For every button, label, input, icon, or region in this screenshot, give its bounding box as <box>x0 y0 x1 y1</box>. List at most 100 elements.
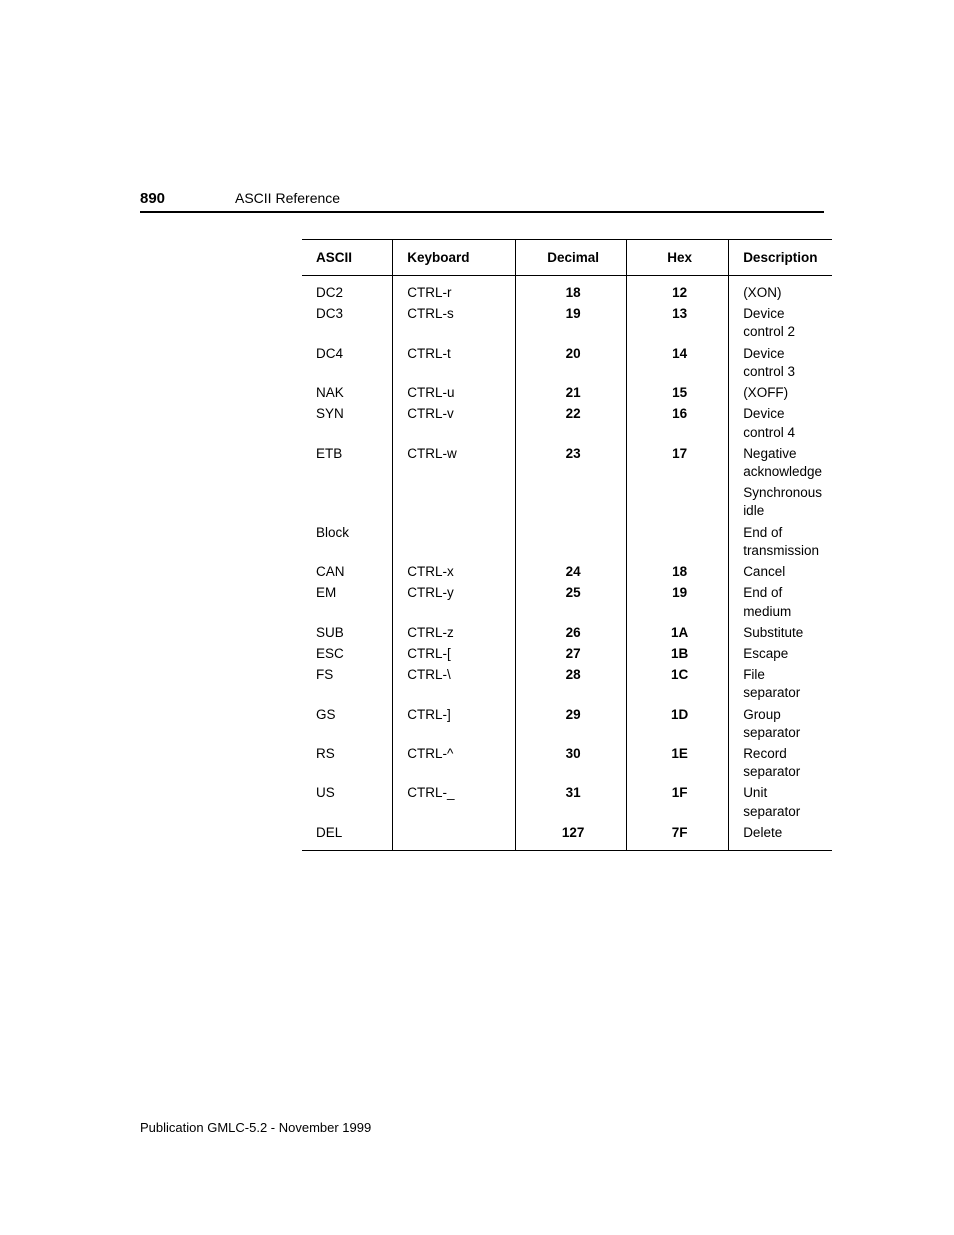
cell-keyboard: CTRL-v <box>393 404 516 443</box>
ascii-table: ASCII Keyboard Decimal Hex Description D… <box>302 239 832 851</box>
ascii-table-body: DC2CTRL-r1812(XON)DC3CTRL-s1913Device co… <box>302 276 832 851</box>
cell-decimal: 28 <box>516 665 627 704</box>
cell-hex: 1D <box>627 704 729 743</box>
cell-ascii: Block <box>302 522 393 561</box>
cell-decimal <box>516 522 627 561</box>
cell-decimal: 21 <box>516 383 627 404</box>
cell-hex <box>627 522 729 561</box>
col-header-hex: Hex <box>627 240 729 276</box>
cell-description: Escape <box>729 643 832 664</box>
cell-description: Cancel <box>729 562 832 583</box>
cell-ascii: SYN <box>302 404 393 443</box>
table-row: SUBCTRL-z261ASubstitute <box>302 622 832 643</box>
cell-description: Negative acknowledge <box>729 443 832 482</box>
cell-ascii <box>302 483 393 522</box>
cell-keyboard: CTRL-w <box>393 443 516 482</box>
cell-hex: 12 <box>627 276 729 304</box>
cell-decimal: 25 <box>516 583 627 622</box>
ascii-table-container: ASCII Keyboard Decimal Hex Description D… <box>302 239 832 851</box>
cell-description: Group separator <box>729 704 832 743</box>
table-row: Synchronous idle <box>302 483 832 522</box>
cell-description: Device control 2 <box>729 304 832 343</box>
cell-description: Record separator <box>729 744 832 783</box>
cell-description: (XOFF) <box>729 383 832 404</box>
cell-keyboard: CTRL-u <box>393 383 516 404</box>
cell-decimal: 30 <box>516 744 627 783</box>
cell-ascii: DEL <box>302 822 393 850</box>
cell-keyboard: CTRL-z <box>393 622 516 643</box>
cell-keyboard: CTRL-_ <box>393 783 516 822</box>
cell-hex: 1F <box>627 783 729 822</box>
cell-ascii: GS <box>302 704 393 743</box>
cell-decimal: 23 <box>516 443 627 482</box>
cell-hex: 14 <box>627 343 729 382</box>
cell-decimal: 127 <box>516 822 627 850</box>
cell-keyboard: CTRL-s <box>393 304 516 343</box>
cell-keyboard <box>393 822 516 850</box>
cell-decimal: 18 <box>516 276 627 304</box>
cell-ascii: ESC <box>302 643 393 664</box>
cell-ascii: NAK <box>302 383 393 404</box>
cell-hex: 13 <box>627 304 729 343</box>
cell-hex: 19 <box>627 583 729 622</box>
cell-keyboard <box>393 522 516 561</box>
cell-ascii: FS <box>302 665 393 704</box>
page-header: 890 ASCII Reference <box>140 190 824 213</box>
cell-decimal: 22 <box>516 404 627 443</box>
cell-ascii: RS <box>302 744 393 783</box>
section-title: ASCII Reference <box>235 190 340 206</box>
cell-ascii: EM <box>302 583 393 622</box>
table-row: EMCTRL-y2519End of medium <box>302 583 832 622</box>
cell-keyboard: CTRL-r <box>393 276 516 304</box>
cell-ascii: SUB <box>302 622 393 643</box>
col-header-keyboard: Keyboard <box>393 240 516 276</box>
cell-hex: 15 <box>627 383 729 404</box>
page-number: 890 <box>140 190 235 207</box>
cell-decimal: 24 <box>516 562 627 583</box>
cell-keyboard: CTRL-\ <box>393 665 516 704</box>
table-row: GSCTRL-]291DGroup separator <box>302 704 832 743</box>
page: 890 ASCII Reference ASCII Keyboard Decim… <box>0 0 954 1235</box>
table-row: DC4CTRL-t2014Device control 3 <box>302 343 832 382</box>
cell-keyboard: CTRL-^ <box>393 744 516 783</box>
cell-decimal: 27 <box>516 643 627 664</box>
cell-ascii: ETB <box>302 443 393 482</box>
cell-description: File separator <box>729 665 832 704</box>
cell-decimal <box>516 483 627 522</box>
table-row: Block End of transmission <box>302 522 832 561</box>
table-row: ESCCTRL-[271BEscape <box>302 643 832 664</box>
table-header-row: ASCII Keyboard Decimal Hex Description <box>302 240 832 276</box>
cell-description: End of medium <box>729 583 832 622</box>
cell-keyboard: CTRL-y <box>393 583 516 622</box>
col-header-description: Description <box>729 240 832 276</box>
cell-hex: 7F <box>627 822 729 850</box>
cell-hex: 16 <box>627 404 729 443</box>
cell-decimal: 29 <box>516 704 627 743</box>
cell-keyboard: CTRL-x <box>393 562 516 583</box>
cell-description: Unit separator <box>729 783 832 822</box>
cell-description: Delete <box>729 822 832 850</box>
cell-decimal: 26 <box>516 622 627 643</box>
cell-keyboard <box>393 483 516 522</box>
cell-description: End of transmission <box>729 522 832 561</box>
table-row: CANCTRL-x2418Cancel <box>302 562 832 583</box>
cell-decimal: 31 <box>516 783 627 822</box>
cell-ascii: DC2 <box>302 276 393 304</box>
cell-description: Device control 3 <box>729 343 832 382</box>
table-row: USCTRL-_311FUnit separator <box>302 783 832 822</box>
cell-hex: 17 <box>627 443 729 482</box>
col-header-ascii: ASCII <box>302 240 393 276</box>
publication-footer: Publication GMLC-5.2 - November 1999 <box>140 1120 371 1135</box>
cell-hex <box>627 483 729 522</box>
cell-hex: 1C <box>627 665 729 704</box>
cell-hex: 1A <box>627 622 729 643</box>
col-header-decimal: Decimal <box>516 240 627 276</box>
table-row: DC3CTRL-s1913Device control 2 <box>302 304 832 343</box>
cell-hex: 18 <box>627 562 729 583</box>
table-row: RSCTRL-^301ERecord separator <box>302 744 832 783</box>
cell-decimal: 19 <box>516 304 627 343</box>
table-row: DEL 1277FDelete <box>302 822 832 850</box>
table-row: FSCTRL-\281CFile separator <box>302 665 832 704</box>
cell-description: Synchronous idle <box>729 483 832 522</box>
table-row: SYNCTRL-v2216Device control 4 <box>302 404 832 443</box>
